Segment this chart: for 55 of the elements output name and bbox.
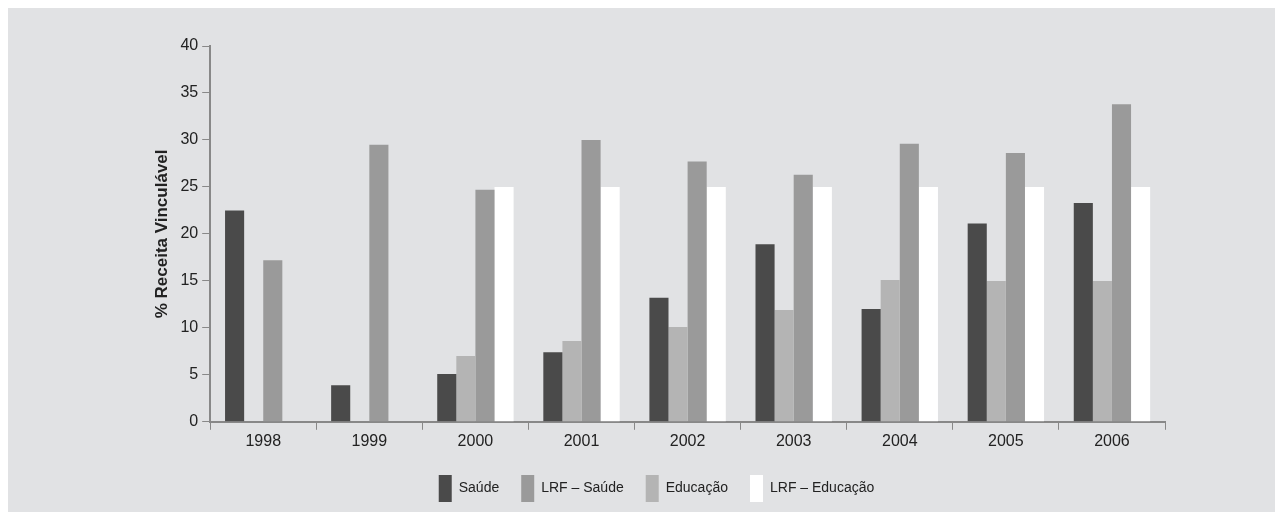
x-tick-label: 2005 [988,431,1024,449]
legend-label: Saúde [458,479,500,496]
bar [1024,186,1045,422]
y-tick-label: 30 [180,130,199,148]
y-tick-label: 25 [180,177,199,195]
bar [437,373,457,422]
x-tick-label: 2004 [881,431,918,449]
bar [861,309,881,422]
y-tick-label: 5 [189,365,199,383]
bar [668,326,688,422]
bar [812,186,832,422]
bar [755,244,775,422]
bar [600,186,620,422]
bar [331,385,351,422]
bar [263,260,283,422]
x-tick-label: 1999 [351,431,388,449]
bar [1131,186,1151,422]
bar [1111,104,1132,422]
x-tick-label: 2003 [775,431,812,449]
bar [581,139,601,422]
bar [967,223,987,422]
x-tick-label: 1998 [245,431,282,449]
x-tick-label: 2006 [1094,431,1130,449]
y-axis-title: % Receita Vinculável [151,149,171,319]
y-tick-label: 40 [180,36,199,54]
y-tick-label: 20 [180,224,199,242]
bar [494,186,514,422]
legend-label: LRF – Saúde [541,479,624,496]
bar [793,174,813,422]
bar [1005,153,1025,422]
bar [918,186,938,422]
bar [899,143,919,422]
bar [543,352,563,422]
bar [475,189,495,422]
bar [880,279,900,422]
bar [1073,202,1093,422]
bar [774,310,794,422]
y-tick-label: 10 [180,318,199,336]
bar [456,356,476,422]
x-tick-label: 2000 [457,431,494,449]
bar [687,161,707,422]
y-tick-label: 0 [189,412,199,430]
legend-label: LRF – Educação [769,479,875,496]
legend-label: Educação [665,479,729,496]
bar [1092,280,1112,422]
x-tick-label: 2002 [669,431,706,449]
bar [369,144,389,422]
bar [225,210,245,422]
bar [649,297,669,422]
y-tick-label: 15 [180,271,199,289]
bar [986,280,1006,422]
bar [562,341,582,422]
bar [706,186,726,422]
y-tick-label: 35 [180,83,199,101]
x-tick-label: 2001 [563,431,600,449]
